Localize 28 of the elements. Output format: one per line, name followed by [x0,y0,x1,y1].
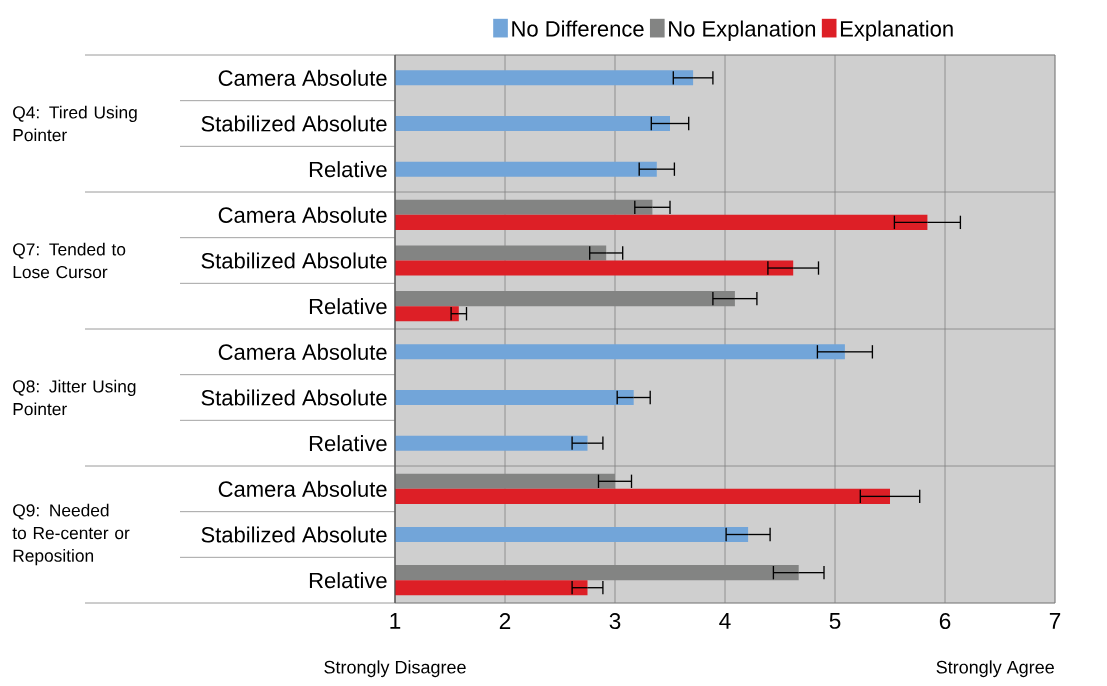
x-tick-label: 3 [609,613,621,630]
legend-label: No Difference [512,20,644,37]
y-tick-label: Relative [309,435,387,452]
y-tick-label: Stabilized Absolute [201,389,387,406]
text: Q8: Jitter Using Pointer [13,379,136,416]
y-tick-label: Camera Absolute [218,343,387,360]
y-tick-label: Stabilized Absolute [201,526,387,543]
text: Q9: Needed to Re-center or Reposition [12,503,130,566]
legend-label: No Explanation [669,20,816,41]
y-tick-label: Relative [309,161,387,178]
y-tick-label: Camera Absolute [218,206,387,223]
y-tick-label: Stabilized Absolute [201,115,387,132]
y-tick-label: Relative [309,298,387,315]
y-tick-label: Camera Absolute [218,480,387,497]
text: Q4: Tired Using Pointer [13,105,137,142]
text: Strongly Agree [936,660,1054,678]
legend-label: Explanation [840,20,953,41]
text: Strongly Disagree [324,660,466,678]
x-tick-label: 5 [829,613,841,629]
y-tick-label: Camera Absolute [218,69,387,86]
x-tick-label: 6 [939,613,951,630]
text: Q7: Tended to Lose Cursor [13,242,126,279]
x-tick-label: 1 [390,613,401,629]
x-tick-label: 2 [499,613,511,629]
y-tick-label: Relative [309,572,387,589]
x-tick-label: 4 [719,613,731,629]
x-tick-label: 7 [1049,613,1061,629]
y-tick-label: Stabilized Absolute [201,252,387,269]
